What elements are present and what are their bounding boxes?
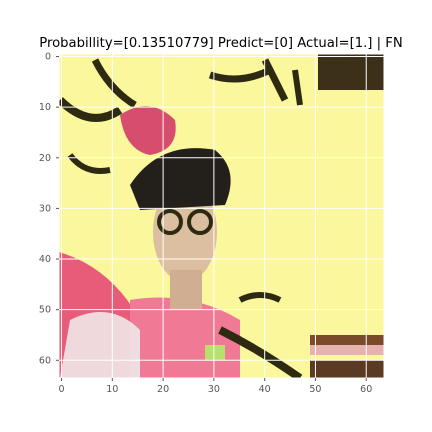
x-tick-label: 30 [208,384,220,395]
dark-hat [130,148,231,210]
dark-stroke-7 [238,292,282,303]
x-axis: 0 10 20 30 40 50 60 [59,378,372,395]
x-tick-label: 50 [309,384,321,395]
green-accent [205,345,225,360]
x-tick-label: 20 [157,384,169,395]
y-tick-label: 60 [39,355,51,366]
dark-stroke-6 [292,69,303,106]
pink-bow [120,106,176,155]
dark-stroke-8 [218,326,303,378]
x-tick-label: 10 [106,384,118,395]
y-tick-label: 0 [45,52,51,63]
y-tick-label: 40 [39,254,51,265]
grid [59,54,384,378]
pink-stripe [310,345,384,355]
neck [170,270,202,310]
white-collar [60,312,140,378]
y-tick-label: 30 [39,203,51,214]
dark-stroke-1 [59,97,123,122]
brown-stripe-1 [310,335,384,345]
y-axis: 0 10 20 30 40 50 60 [39,52,59,366]
y-tick-label: 20 [39,153,51,164]
brown-stripe-2 [310,360,384,378]
x-tick-label: 40 [259,384,271,395]
dark-stroke-5 [261,58,289,102]
image-panel [58,53,385,379]
glasses-left [157,209,183,235]
x-tick-label: 60 [360,384,372,395]
chart-title: Probabillity=[0.13510779] Predict=[0] Ac… [39,36,402,51]
x-tick-label: 0 [59,384,65,395]
dark-block-top-right [318,54,384,90]
y-tick-label: 50 [39,305,51,316]
glasses-right [187,209,213,235]
image-frame [58,53,385,379]
y-tick-label: 10 [39,102,51,113]
